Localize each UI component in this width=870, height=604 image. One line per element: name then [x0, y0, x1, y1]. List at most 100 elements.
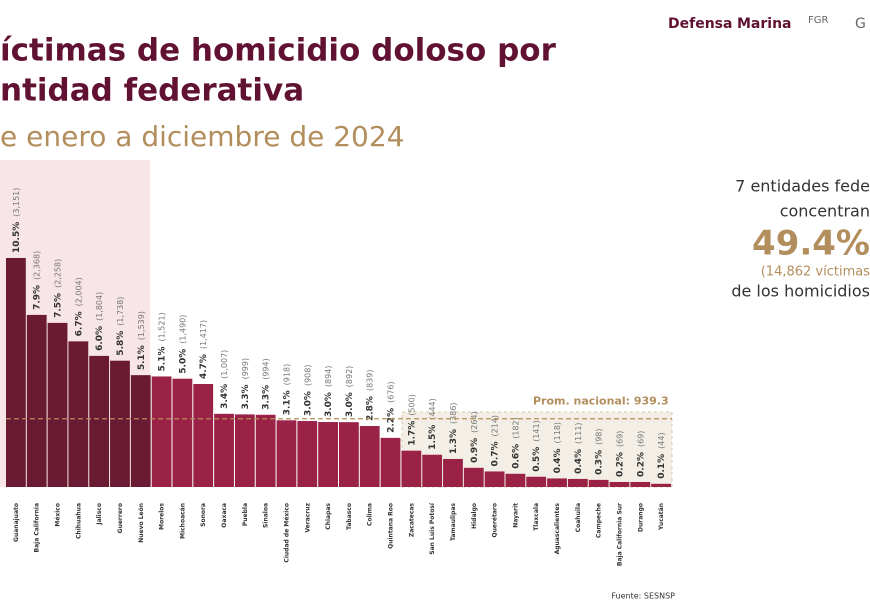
bar	[463, 467, 484, 487]
x-tick-label: Baja California Sur	[616, 503, 623, 566]
bar	[172, 378, 193, 487]
share-label: 0.2%	[615, 452, 625, 477]
share-label: 4.7%	[199, 354, 209, 379]
share-label: 0.2%	[636, 452, 646, 477]
value-label: (500)	[407, 394, 416, 416]
value-label: (994)	[262, 358, 271, 380]
share-label: 1.5%	[428, 425, 438, 450]
bar	[151, 376, 172, 487]
value-label: (892)	[345, 366, 354, 388]
value-label: (111)	[574, 422, 583, 444]
x-tick-label: Morelos	[159, 503, 166, 530]
value-label: (1,738)	[116, 297, 125, 326]
value-label: (999)	[241, 358, 250, 380]
share-label: 3.0%	[345, 392, 355, 417]
note: 7 entidades fede	[735, 177, 870, 196]
bar	[276, 420, 297, 487]
share-label: 5.1%	[158, 346, 168, 371]
share-label: 0.1%	[657, 454, 667, 479]
value-label: (908)	[303, 365, 312, 387]
value-label: (676)	[387, 381, 396, 403]
bar	[339, 422, 359, 487]
note: (14,862 víctimas	[761, 265, 870, 280]
value-label: (214)	[491, 415, 500, 437]
x-tick-label: Nuevo León	[138, 503, 145, 543]
value-label: (44)	[657, 432, 666, 448]
share-label: 0.5%	[532, 447, 542, 472]
note: concentran	[780, 202, 870, 221]
value-label: (1,804)	[95, 292, 104, 321]
share-label: 0.4%	[553, 448, 563, 473]
x-tick-label: Jalisco	[96, 503, 103, 526]
bar	[630, 481, 651, 487]
x-tick-label: San Luis Potosí	[429, 502, 436, 555]
x-tick-label: Zacatecas	[408, 503, 415, 538]
bar	[318, 422, 338, 487]
x-tick-label: Ciudad de México	[283, 503, 290, 563]
bar	[443, 458, 463, 487]
value-label: (918)	[282, 364, 291, 386]
x-tick-label: Chiapas	[325, 503, 332, 530]
value-label: (264)	[470, 411, 479, 433]
x-tick-label: Nayarit	[512, 503, 519, 528]
share-label: 3.3%	[241, 384, 251, 409]
value-label: (2,004)	[74, 277, 83, 306]
share-label: 7.9%	[33, 285, 43, 310]
share-label: 10.5%	[12, 222, 22, 253]
x-tick-label: Guanajuato	[13, 503, 20, 542]
x-tick-label: Michoacán	[179, 503, 186, 539]
value-label: (1,539)	[137, 311, 146, 340]
x-tick-label: Guerrero	[117, 503, 124, 533]
value-label: (3,151)	[12, 188, 21, 217]
bar	[47, 322, 68, 487]
value-label: (2,368)	[33, 251, 42, 280]
bar	[297, 421, 318, 487]
x-tick-label: Baja California	[34, 503, 41, 552]
bar	[234, 414, 255, 487]
value-label: (141)	[532, 420, 541, 442]
bar	[588, 479, 609, 487]
share-label: 0.6%	[511, 444, 521, 469]
share-label: 0.7%	[491, 441, 501, 466]
share-label: 3.3%	[262, 385, 272, 410]
logo: Defensa	[668, 16, 732, 32]
value-label: (182)	[511, 417, 520, 439]
share-label: 3.4%	[220, 384, 230, 409]
share-label: 7.5%	[54, 293, 64, 318]
bar	[526, 476, 547, 487]
x-tick-label: Tabasco	[346, 503, 353, 530]
bar	[68, 341, 89, 487]
x-tick-label: Veracruz	[304, 502, 311, 532]
share-label: 1.3%	[449, 429, 459, 454]
x-tick-label: Colima	[367, 503, 374, 526]
x-tick-label: Quintana Roo	[388, 503, 395, 549]
share-label: 0.9%	[470, 438, 480, 463]
value-label: (118)	[553, 422, 562, 444]
bar	[484, 471, 505, 487]
bar	[359, 426, 380, 487]
average-label: Prom. nacional: 939.3	[533, 395, 669, 408]
value-label: (1,417)	[199, 320, 208, 349]
share-label: 5.1%	[137, 345, 147, 370]
bar	[110, 360, 130, 487]
bar	[6, 258, 26, 487]
share-label: 1.7%	[407, 421, 417, 446]
value-label: (1,007)	[220, 350, 229, 379]
logo: Marina	[737, 16, 792, 32]
bar	[193, 384, 214, 487]
bar	[130, 375, 151, 487]
value-label: (894)	[324, 366, 333, 388]
bar	[609, 481, 630, 487]
subtitle: e enero a diciembre de 2024	[0, 120, 405, 153]
x-tick-label: Puebla	[242, 503, 249, 526]
value-label: (98)	[595, 428, 604, 444]
x-tick-label: Chihuahua	[75, 503, 82, 539]
bar	[401, 450, 422, 487]
share-label: 0.3%	[595, 450, 605, 475]
value-label: (2,258)	[54, 259, 63, 288]
value-label: (839)	[366, 370, 375, 392]
x-tick-label: Campeche	[596, 503, 603, 538]
value-label: (444)	[428, 398, 437, 420]
